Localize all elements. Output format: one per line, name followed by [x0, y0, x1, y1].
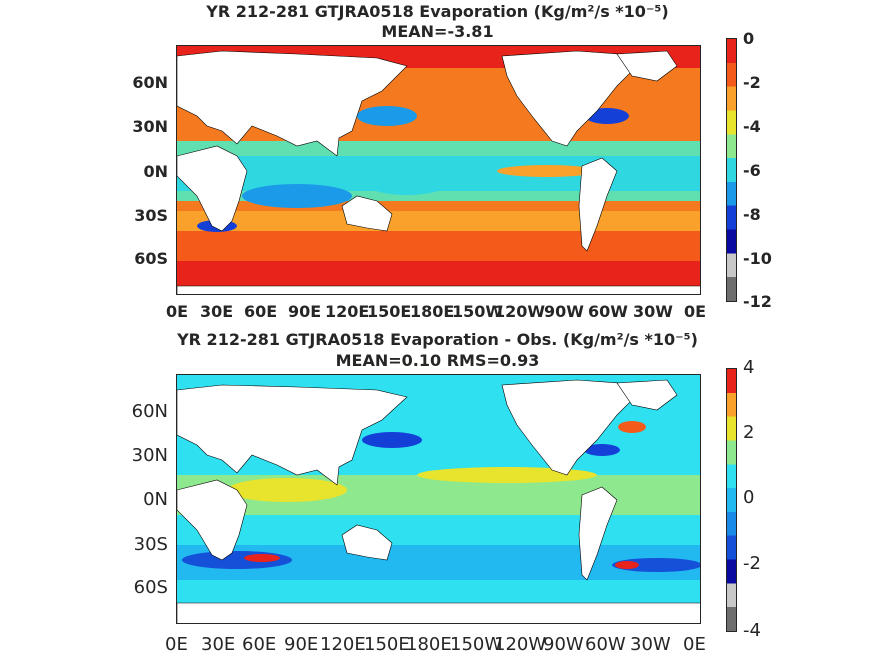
lon-tick-label: 90W: [544, 302, 584, 321]
lat-tick-label: 0N: [143, 162, 168, 181]
lon-tick-label: 150E: [364, 634, 410, 655]
lat-tick-label: 30S: [133, 534, 168, 555]
colorbar-tick-label: -2: [743, 73, 761, 92]
lon-tick-label: 120E: [325, 302, 370, 321]
colorbar-tick-label: 4: [743, 357, 755, 378]
lon-tick-label: 180E: [406, 634, 452, 655]
colorbar: [726, 368, 737, 632]
colorbar-tick-label: 2: [743, 422, 755, 443]
colorbar-tick-label: -2: [743, 553, 761, 574]
lon-tick-label: 30E: [201, 634, 236, 655]
colorbar-tick-label: -12: [743, 292, 772, 311]
map-field: [177, 46, 700, 294]
panel-subtitle-mean: MEAN=-3.81: [381, 22, 494, 41]
lon-tick-label: 120W: [494, 634, 547, 655]
panel-subtitle-stats: MEAN=0.10 RMS=0.93: [335, 351, 540, 370]
lat-tick-label: 30S: [134, 206, 168, 225]
lat-tick-label: 30N: [131, 445, 168, 466]
lon-tick-label: 30W: [633, 302, 673, 321]
lat-tick-label: 60S: [133, 577, 168, 598]
evaporation-map: [176, 45, 701, 295]
evaporation-bias-map: [176, 374, 701, 624]
lon-tick-label: 180E: [410, 302, 455, 321]
lon-tick-label: 60W: [585, 634, 626, 655]
lon-tick-label: 0E: [166, 302, 189, 321]
colorbar-tick-label: 0: [743, 29, 755, 48]
lon-tick-label: 120W: [494, 302, 546, 321]
panel-title: YR 212-281 GTJRA0518 Evaporation (Kg/m²/…: [206, 2, 669, 21]
lat-tick-label: 60N: [132, 73, 168, 92]
lat-tick-label: 30N: [132, 117, 168, 136]
lon-tick-label: 150W: [450, 634, 503, 655]
lon-tick-label: 30W: [630, 634, 671, 655]
colorbar-tick-label: -8: [743, 205, 761, 224]
lon-tick-label: 90E: [288, 302, 322, 321]
lon-tick-label: 120E: [320, 634, 366, 655]
colorbar-tick-label: -4: [743, 117, 761, 136]
colorbar-tick-label: -6: [743, 161, 761, 180]
lon-tick-label: 60E: [242, 634, 277, 655]
lat-tick-label: 60N: [131, 401, 168, 422]
lat-tick-label: 60S: [134, 249, 168, 268]
lon-tick-label: 0E: [165, 634, 188, 655]
colorbar-tick-label: -4: [743, 620, 761, 641]
panel-title: YR 212-281 GTJRA0518 Evaporation - Obs. …: [177, 330, 698, 349]
lat-tick-label: 0N: [143, 489, 168, 510]
map-field: [177, 375, 700, 623]
lon-tick-label: 30E: [200, 302, 234, 321]
colorbar-tick-label: 0: [743, 487, 755, 508]
lon-tick-label: 90W: [543, 634, 584, 655]
lon-tick-label: 0E: [683, 634, 706, 655]
colorbar: [726, 38, 737, 302]
lon-tick-label: 60W: [588, 302, 628, 321]
lon-tick-label: 60E: [244, 302, 278, 321]
lon-tick-label: 150W: [452, 302, 504, 321]
lon-tick-label: 0E: [684, 302, 707, 321]
colorbar-tick-label: -10: [743, 249, 772, 268]
lon-tick-label: 90E: [284, 634, 319, 655]
lon-tick-label: 150E: [367, 302, 412, 321]
